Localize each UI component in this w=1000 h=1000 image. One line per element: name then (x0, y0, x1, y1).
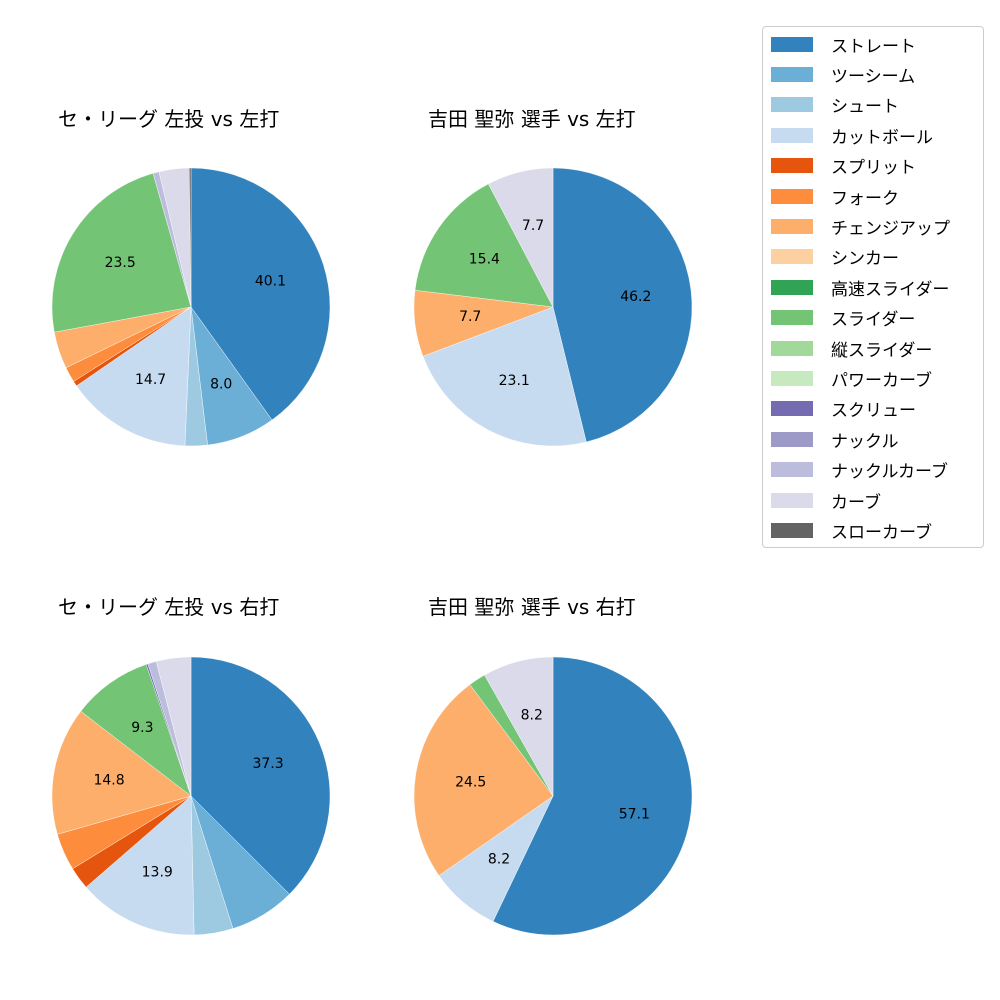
legend-label: 高速スライダー (831, 279, 950, 300)
legend-swatch (771, 462, 813, 478)
legend-label: フォーク (831, 188, 899, 209)
legend-label: シュート (831, 97, 899, 118)
legend-swatch (771, 66, 813, 82)
legend-item: スライダー (771, 305, 915, 331)
legend-swatch (771, 522, 813, 538)
legend-label: ツーシーム (831, 66, 916, 87)
legend-label: パワーカーブ (831, 370, 932, 391)
legend-label: ナックル (831, 431, 899, 452)
legend-swatch (771, 249, 813, 265)
pie-slice (76, 306, 192, 447)
legend-swatch (771, 97, 813, 113)
pie-slice-label: 40.1 (255, 273, 286, 289)
chart-title-league-vs-left: セ・リーグ 左投 vs 左打 (58, 107, 280, 131)
legend-label: スローカーブ (831, 522, 932, 543)
legend-label: 縦スライダー (831, 340, 933, 361)
legend-item: スプリット (771, 153, 916, 179)
legend-swatch (771, 188, 813, 204)
legend-swatch (771, 158, 813, 174)
pie-slice-label: 23.1 (499, 373, 530, 389)
legend-label: スクリュー (831, 401, 916, 422)
legend-swatch (771, 279, 813, 295)
pie-slice-label: 46.2 (620, 289, 651, 305)
pie-slice-label: 8.0 (210, 377, 232, 393)
pie-slice-label: 23.5 (105, 255, 136, 271)
legend-label: カーブ (831, 492, 881, 513)
pie-slice (413, 684, 554, 876)
pie-slice (51, 711, 192, 835)
pie-slice (190, 656, 331, 895)
legend-item: カットボール (771, 122, 933, 148)
pie-slice (484, 656, 554, 797)
pie-slice (190, 167, 331, 421)
legend: ストレートツーシームシュートカットボール スプリットフォークチェンジアップ シンカー… (762, 26, 984, 548)
pie-slice (414, 183, 554, 308)
legend-label: ストレート (831, 36, 916, 57)
legend-item: ナックル (771, 426, 899, 452)
legend-item: ナックルカーブ (771, 457, 948, 483)
pie-slice-label: 24.5 (455, 775, 486, 791)
legend-swatch (771, 401, 813, 417)
legend-swatch (771, 218, 813, 234)
pie-slice-label: 7.7 (459, 309, 481, 325)
pie-slice-label: 57.1 (619, 806, 650, 822)
legend-item: ストレート (771, 31, 916, 57)
legend-item: スクリュー (771, 396, 916, 422)
pie-slice-label: 9.3 (131, 720, 153, 736)
pie-slice-label: 8.2 (521, 707, 543, 723)
pie-slice (422, 306, 587, 447)
legend-item: チェンジアップ (771, 213, 950, 239)
pie-slice (552, 167, 693, 443)
pie-slice (156, 656, 192, 797)
pie-slice-label: 37.3 (252, 756, 283, 772)
pie-slice (85, 795, 195, 936)
legend-label: カットボール (831, 127, 933, 148)
chart-title-league-vs-right: セ・リーグ 左投 vs 右打 (58, 595, 280, 619)
legend-swatch (771, 310, 813, 326)
legend-item: パワーカーブ (771, 365, 932, 391)
pie-slice-label: 14.8 (93, 772, 124, 788)
legend-swatch (771, 370, 813, 386)
legend-swatch (771, 36, 813, 52)
pie-slice (189, 167, 192, 308)
pie-slice (80, 664, 192, 797)
pie-slice-label: 14.7 (135, 372, 166, 388)
legend-label: チェンジアップ (831, 218, 950, 239)
legend-item: フォーク (771, 183, 899, 209)
pie-slice-label: 13.9 (142, 864, 173, 880)
legend-item: シンカー (771, 244, 899, 270)
legend-item: カーブ (771, 487, 881, 513)
legend-item: シュート (771, 92, 899, 118)
pie-slice (488, 167, 554, 308)
chart-title-player-vs-right: 吉田 聖弥 選手 vs 右打 (428, 595, 636, 619)
legend-item: 縦スライダー (771, 335, 932, 361)
legend-swatch (771, 127, 813, 143)
pie-slice-label: 7.7 (522, 218, 544, 234)
legend-item: 高速スライダー (771, 274, 949, 300)
legend-item: ツーシーム (771, 61, 915, 87)
legend-label: シンカー (831, 249, 899, 270)
pie-slice (492, 656, 693, 936)
legend-label: スライダー (831, 310, 916, 331)
pie-slice-label: 8.2 (488, 852, 510, 868)
chart-title-player-vs-left: 吉田 聖弥 選手 vs 左打 (428, 107, 636, 131)
legend-swatch (771, 431, 813, 447)
legend-label: ナックルカーブ (831, 462, 948, 483)
legend-item: スローカーブ (771, 517, 932, 543)
pie-slice (51, 173, 192, 333)
pie-slice-label: 15.4 (469, 252, 500, 268)
legend-swatch (771, 492, 813, 508)
legend-swatch (771, 340, 813, 356)
legend-label: スプリット (831, 158, 916, 179)
